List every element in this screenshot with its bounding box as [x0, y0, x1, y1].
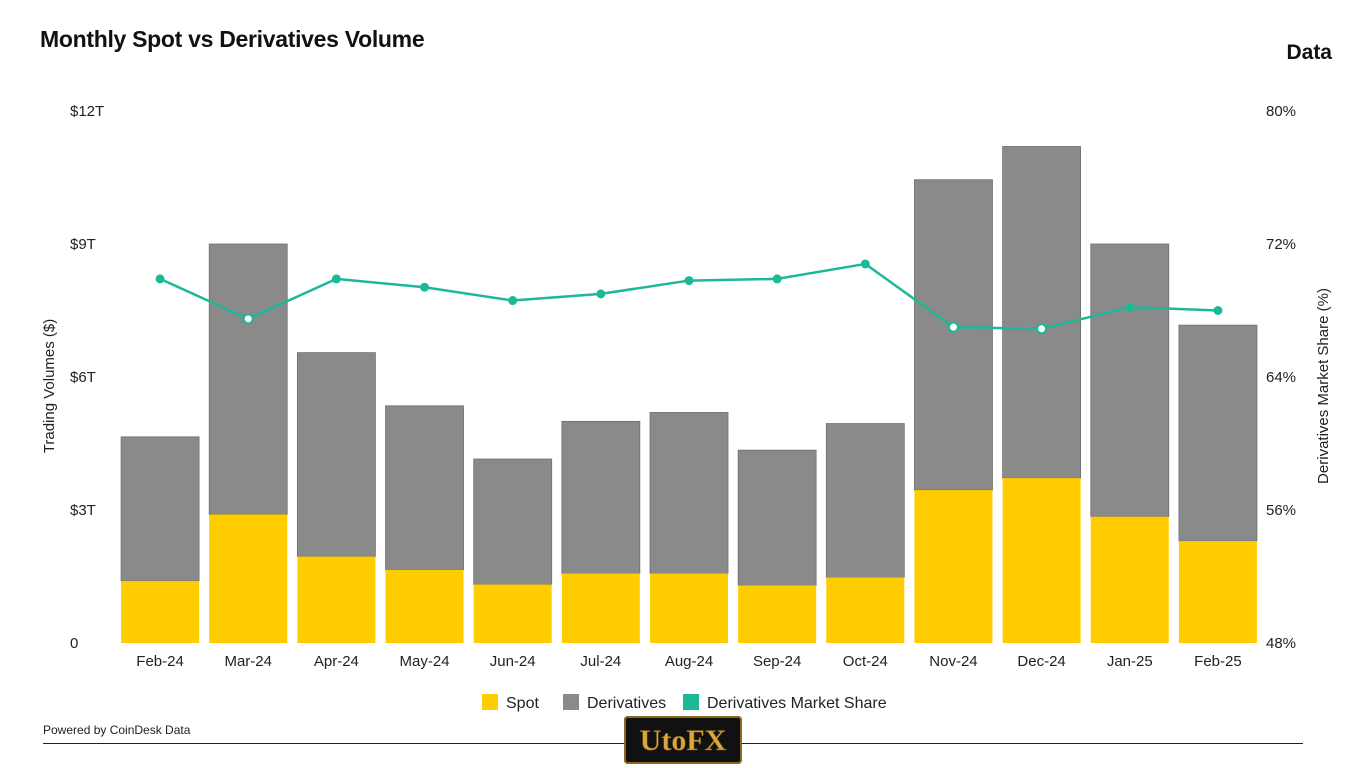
bar-derivatives-oct-24 — [825, 423, 905, 578]
y2-tick-label: 64% — [1266, 369, 1296, 386]
x-tick-label: Aug-24 — [665, 653, 713, 670]
share-point-aug-24 — [684, 276, 694, 286]
share-point-sep-24 — [772, 274, 782, 284]
bar-derivatives-jun-24 — [473, 458, 553, 585]
bar-spot-oct-24 — [826, 577, 905, 643]
x-tick-label: Apr-24 — [314, 653, 359, 670]
bar-spot-mar-24 — [209, 514, 288, 643]
bar-derivatives-nov-24 — [914, 179, 993, 491]
y-axis-label: Trading Volumes ($) — [41, 319, 58, 454]
share-point-feb-24 — [155, 274, 165, 284]
legend-label-3: Derivatives Market Share — [707, 695, 887, 712]
share-point-mar-24 — [242, 313, 254, 325]
y-tick-label: $12T — [70, 103, 104, 120]
brand-label: Data — [1286, 41, 1332, 64]
x-tick-label: Jul-24 — [580, 653, 621, 670]
y-tick-label: $9T — [70, 236, 96, 253]
bar-derivatives-mar-24 — [208, 243, 288, 515]
watermark-text: UtoFX — [640, 724, 727, 757]
y2-tick-label: 72% — [1266, 236, 1296, 253]
bar-derivatives-apr-24 — [296, 352, 376, 557]
legend-label-2: Derivatives — [587, 695, 666, 712]
powered-by-label: Powered by CoinDesk Data — [43, 723, 191, 737]
share-point-dec-24 — [1036, 323, 1048, 335]
bar-spot-aug-24 — [650, 573, 728, 643]
x-tick-label: Oct-24 — [843, 653, 888, 670]
x-tick-label: Mar-24 — [224, 653, 272, 670]
y2-axis-ticks: 48% 56% 64% 72% 80% — [1266, 103, 1296, 652]
share-point-feb-25 — [1213, 306, 1223, 315]
bar-derivatives-aug-24 — [649, 412, 729, 574]
y-tick-label: $3T — [70, 502, 96, 519]
bar-derivatives-feb-25 — [1178, 324, 1258, 542]
bar-derivatives-jan-25 — [1090, 243, 1170, 518]
x-axis-ticks: Feb-24 Mar-24 Apr-24 May-24 Jun-24 Jul-24 Aug-… — [136, 653, 1241, 670]
share-point-nov-24 — [947, 321, 959, 333]
share-point-jan-25 — [1125, 302, 1135, 312]
bar-derivatives-dec-24 — [1002, 146, 1082, 479]
bar-derivatives-feb-24 — [120, 436, 200, 582]
legend-swatch-3 — [683, 694, 699, 710]
bar-spot-sep-24 — [738, 585, 817, 643]
utofx-watermark-logo: UtoFX — [624, 716, 742, 764]
share-point-jun-24 — [508, 296, 518, 306]
y2-tick-label: 48% — [1266, 635, 1296, 652]
bar-spot-nov-24 — [914, 490, 993, 643]
y2-tick-label: 80% — [1266, 103, 1296, 120]
bar-spot-jul-24 — [561, 573, 640, 643]
x-tick-label: Feb-25 — [1194, 653, 1242, 670]
x-tick-label: Jan-25 — [1107, 653, 1153, 670]
x-tick-label: May-24 — [400, 653, 450, 670]
bars — [120, 146, 1258, 643]
y2-axis-label: Derivatives Market Share (%) — [1315, 288, 1332, 484]
market-share-line — [155, 259, 1223, 335]
legend-swatch-2 — [563, 694, 579, 710]
legend-label-1: Spot — [506, 695, 539, 712]
chart: 0 $3T $6T $9T $12T 48% 56% 64% 72% 80% Trading V… — [41, 103, 1332, 712]
bar-spot-feb-25 — [1178, 541, 1257, 643]
share-point-jul-24 — [596, 289, 606, 299]
x-tick-label: Sep-24 — [753, 653, 801, 670]
bar-spot-apr-24 — [297, 556, 376, 643]
bar-spot-may-24 — [385, 569, 464, 643]
bar-spot-dec-24 — [1002, 478, 1081, 643]
bar-derivatives-jul-24 — [561, 420, 641, 574]
bar-spot-feb-24 — [121, 580, 200, 643]
share-point-may-24 — [420, 282, 430, 292]
bar-spot-jan-25 — [1090, 516, 1169, 643]
y-tick-label: $6T — [70, 369, 96, 386]
legend-swatch-1 — [482, 694, 498, 710]
bar-derivatives-may-24 — [385, 405, 464, 571]
chart-title: Monthly Spot vs Derivatives Volume — [40, 26, 425, 52]
bar-derivatives-sep-24 — [737, 449, 817, 586]
x-tick-label: Dec-24 — [1017, 653, 1065, 670]
y2-tick-label: 56% — [1266, 502, 1296, 519]
share-point-oct-24 — [860, 259, 870, 269]
x-tick-label: Nov-24 — [929, 653, 977, 670]
y-axis-ticks: 0 $3T $6T $9T $12T — [70, 103, 104, 652]
y-tick-label: 0 — [70, 635, 78, 652]
x-tick-label: Feb-24 — [136, 653, 184, 670]
x-tick-label: Jun-24 — [490, 653, 536, 670]
legend: Spot Derivatives Derivatives Market Share — [482, 694, 887, 712]
share-point-apr-24 — [331, 274, 341, 284]
bar-spot-jun-24 — [473, 584, 552, 643]
